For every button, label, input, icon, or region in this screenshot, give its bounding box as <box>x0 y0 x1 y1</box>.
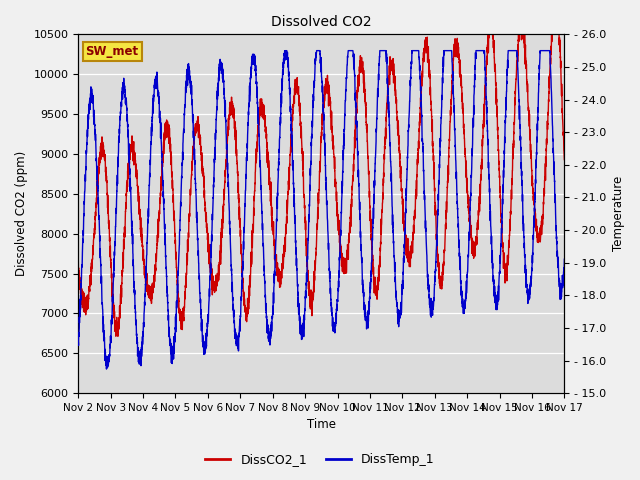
X-axis label: Time: Time <box>307 419 336 432</box>
Text: SW_met: SW_met <box>86 45 139 58</box>
Y-axis label: Dissolved CO2 (ppm): Dissolved CO2 (ppm) <box>15 151 28 276</box>
Y-axis label: Temperature: Temperature <box>612 176 625 252</box>
Title: Dissolved CO2: Dissolved CO2 <box>271 15 372 29</box>
Legend: DissCO2_1, DissTemp_1: DissCO2_1, DissTemp_1 <box>200 448 440 471</box>
